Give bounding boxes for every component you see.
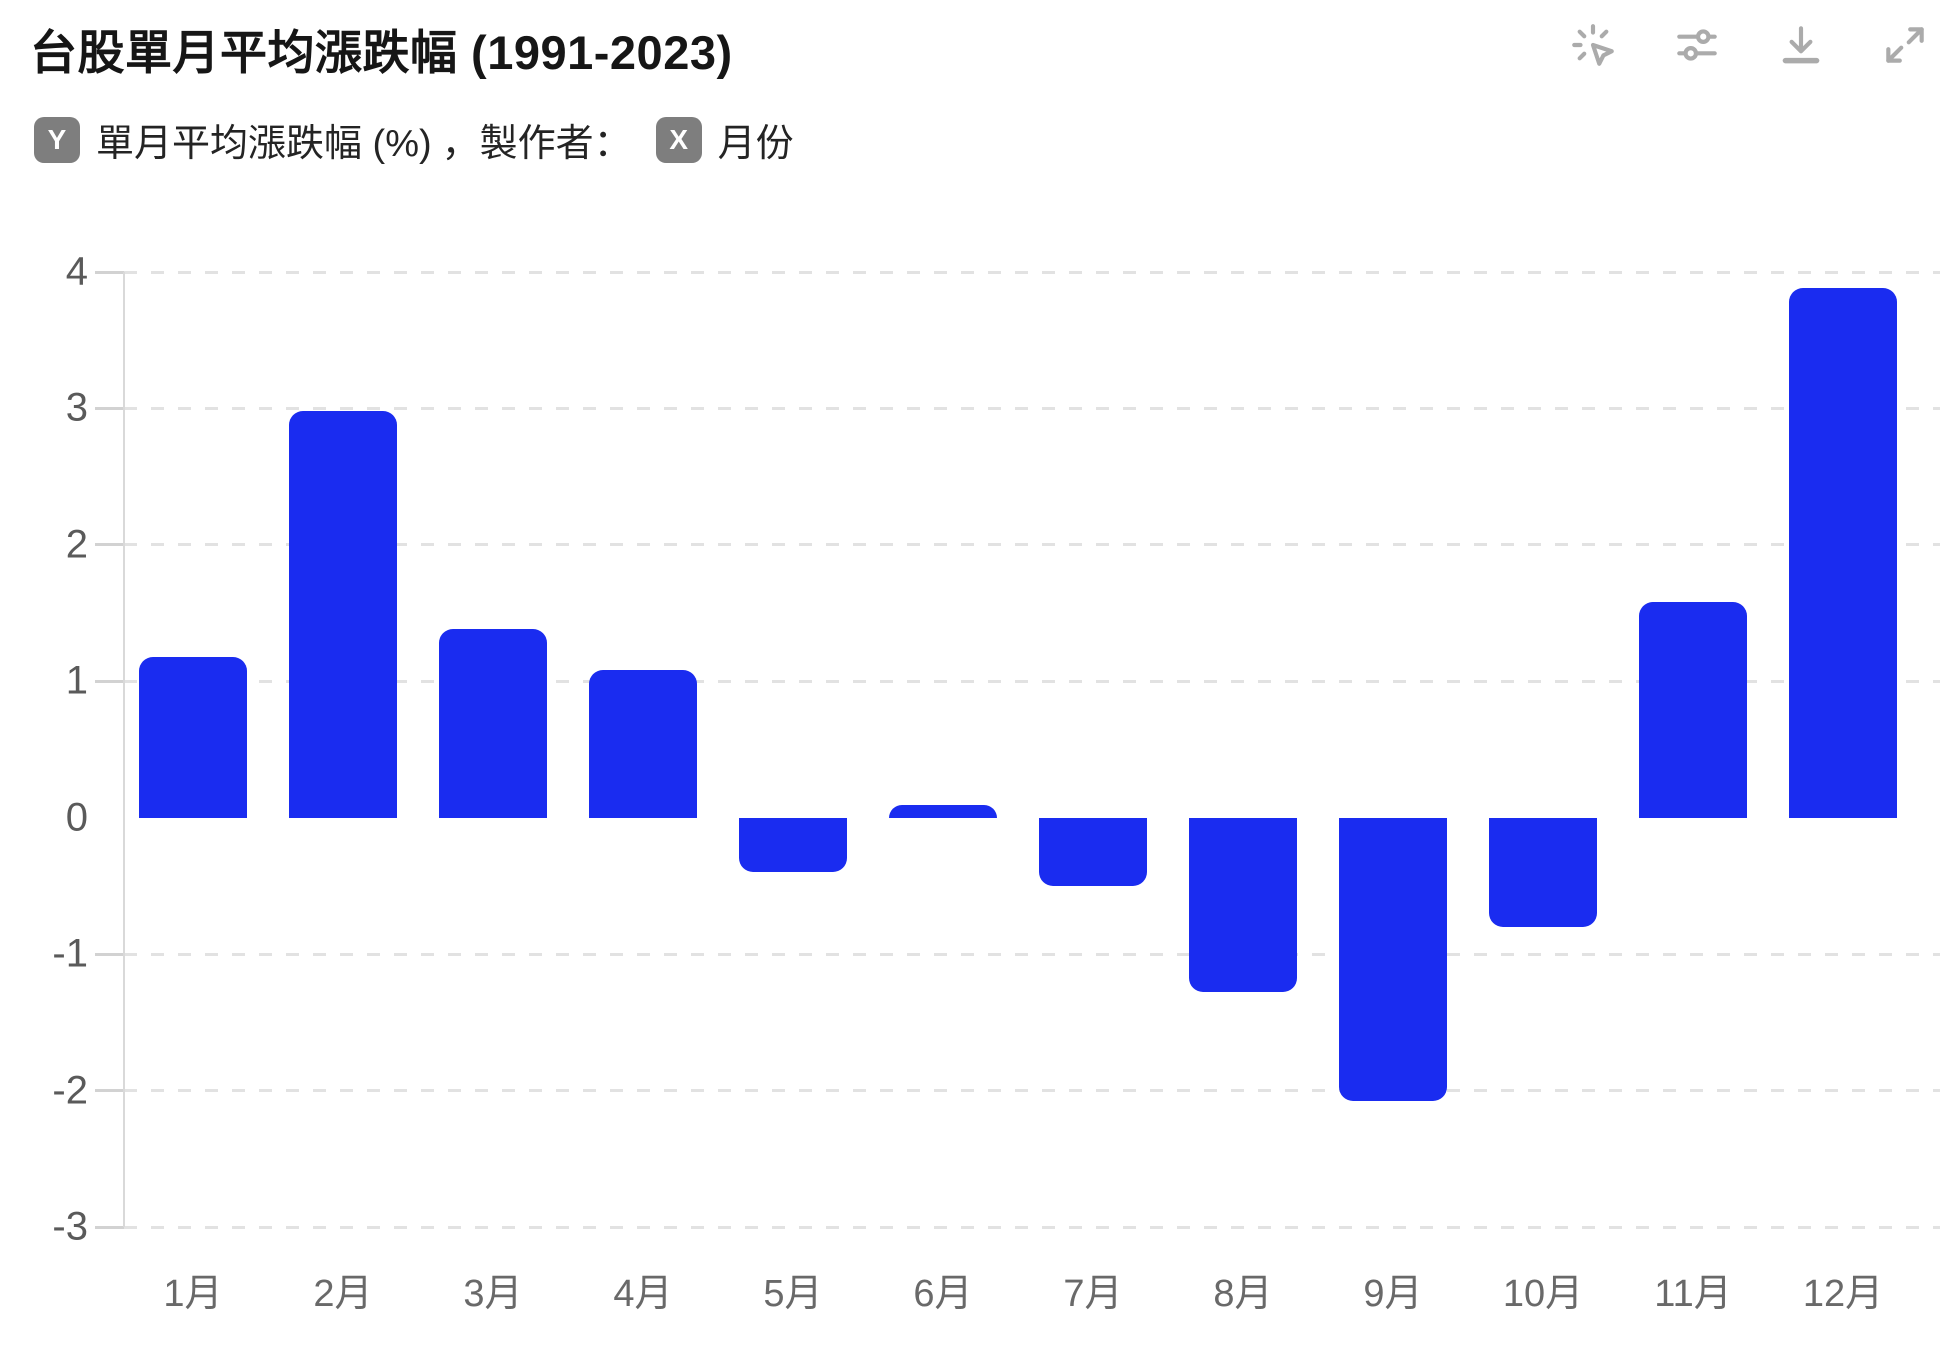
x-axis-field-label: 月份 bbox=[717, 123, 794, 165]
y-tick--2 bbox=[95, 1089, 124, 1093]
bar-2月[interactable] bbox=[289, 411, 397, 818]
click-pointer-icon bbox=[1568, 24, 1618, 73]
bar-9月[interactable] bbox=[1339, 817, 1447, 1102]
interact-mode-button[interactable] bbox=[1568, 20, 1618, 70]
x-axis-label-1月: 1月 bbox=[163, 1273, 223, 1315]
y-tick-2 bbox=[95, 543, 124, 547]
y-tick-3 bbox=[95, 406, 124, 410]
x-axis-label-12月: 12月 bbox=[1802, 1273, 1884, 1315]
x-axis-label-5月: 5月 bbox=[763, 1273, 823, 1315]
settings-button[interactable] bbox=[1672, 20, 1722, 70]
x-axis-label-4月: 4月 bbox=[613, 1273, 673, 1315]
x-axis-badge: X bbox=[655, 116, 702, 163]
x-axis-label-8月: 8月 bbox=[1213, 1273, 1273, 1315]
chart-toolbar bbox=[1568, 20, 1930, 70]
gridline--1 bbox=[124, 952, 1940, 956]
y-axis-badge: Y bbox=[34, 116, 80, 163]
sliders-icon bbox=[1672, 29, 1722, 73]
y-tick--3 bbox=[95, 1225, 124, 1229]
y-axis-tick-label: -1 bbox=[52, 931, 88, 976]
y-axis-tick-label: 3 bbox=[65, 385, 88, 430]
y-axis-tick-label: -2 bbox=[52, 1068, 88, 1113]
bar-3月[interactable] bbox=[439, 629, 547, 818]
download-button[interactable] bbox=[1776, 20, 1826, 70]
bar-chart: 4 3 2 1 0 -1 -2 -3 1月 2月 3月 4月 5月 6月 7月 8月 9月 10月 11月 12月 bbox=[0, 190, 1958, 1358]
y-tick-4 bbox=[95, 270, 124, 274]
y-axis-tick-label: -3 bbox=[52, 1204, 88, 1249]
gridline-3 bbox=[124, 406, 1940, 410]
x-axis-label-10月: 10月 bbox=[1502, 1273, 1584, 1315]
bar-7月[interactable] bbox=[1039, 817, 1147, 886]
bar-6月[interactable] bbox=[889, 805, 997, 818]
gridline--3 bbox=[124, 1225, 1940, 1229]
bar-11月[interactable] bbox=[1639, 602, 1747, 818]
x-axis-label-7月: 7月 bbox=[1063, 1273, 1123, 1315]
gridline-2 bbox=[124, 543, 1940, 547]
expand-icon bbox=[1880, 27, 1930, 73]
expand-button[interactable] bbox=[1880, 20, 1930, 70]
gridline-1 bbox=[124, 679, 1940, 683]
x-axis-label-6月: 6月 bbox=[913, 1273, 973, 1315]
x-axis-label-11月: 11月 bbox=[1654, 1273, 1732, 1315]
bar-8月[interactable] bbox=[1189, 817, 1297, 993]
bar-4月[interactable] bbox=[589, 670, 697, 818]
x-axis-label-9月: 9月 bbox=[1363, 1273, 1423, 1315]
x-axis-label-3月: 3月 bbox=[463, 1273, 523, 1315]
download-icon bbox=[1776, 26, 1826, 73]
bar-12月[interactable] bbox=[1789, 288, 1897, 818]
y-axis-line bbox=[123, 272, 125, 1227]
y-axis-tick-label: 0 bbox=[65, 795, 88, 840]
gridline-4 bbox=[124, 270, 1940, 274]
legend-separator-text: ，製作者： bbox=[441, 123, 632, 165]
x-axis-label-2月: 2月 bbox=[313, 1273, 373, 1315]
bar-10月[interactable] bbox=[1489, 817, 1597, 927]
axis-field-legend: Y 單月平均漲跌幅 (%) ，製作者： X 月份 bbox=[34, 112, 794, 167]
y-axis-field-label: 單月平均漲跌幅 (%) bbox=[96, 123, 432, 165]
gridline--2 bbox=[124, 1089, 1940, 1093]
page-title: 台股單月平均漲跌幅 (1991-2023) bbox=[30, 26, 733, 79]
y-tick-1 bbox=[95, 679, 124, 683]
y-axis-tick-label: 1 bbox=[65, 658, 88, 703]
y-axis-tick-label: 2 bbox=[65, 522, 88, 567]
y-tick--1 bbox=[95, 952, 124, 956]
y-axis-tick-label: 4 bbox=[65, 249, 88, 294]
bar-5月[interactable] bbox=[739, 817, 847, 873]
bar-1月[interactable] bbox=[139, 656, 247, 818]
